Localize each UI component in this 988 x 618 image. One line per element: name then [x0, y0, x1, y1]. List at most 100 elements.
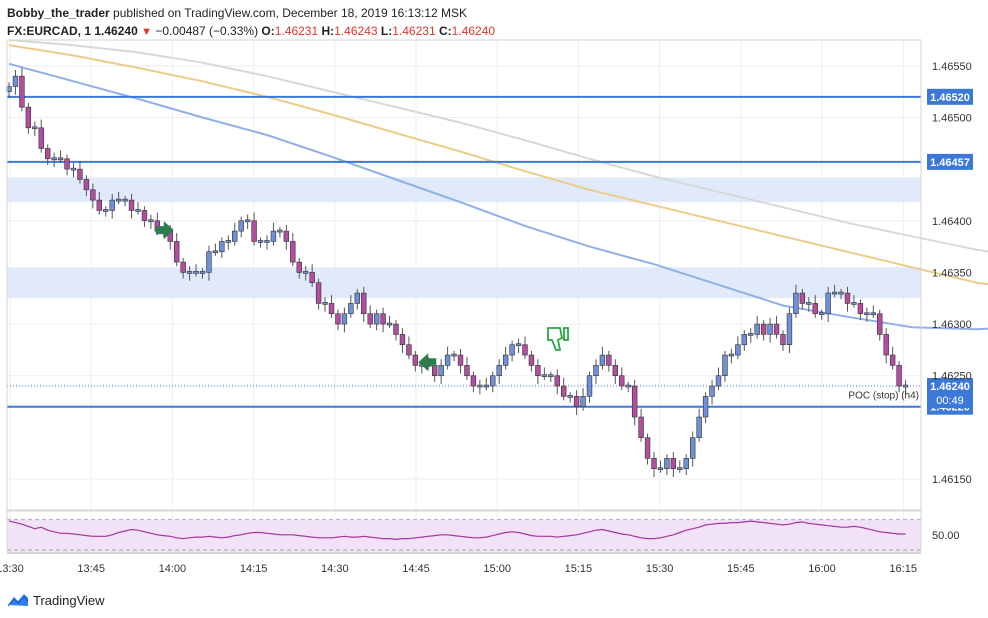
- candle-body: [393, 323, 399, 335]
- candle-body: [812, 303, 818, 315]
- published-info: published on TradingView.com, December 1…: [113, 6, 468, 20]
- candle-body: [528, 354, 535, 366]
- candle-body: [651, 458, 657, 469]
- candle-body: [38, 127, 44, 149]
- candle-body: [315, 282, 322, 304]
- candle-body: [367, 313, 373, 325]
- candle-body: [586, 375, 593, 397]
- price-tick-label: 1.46350: [932, 267, 972, 279]
- candle-body: [77, 168, 83, 180]
- candle-body: [844, 292, 851, 304]
- price-tick-label: 1.46400: [932, 216, 972, 228]
- candle-body: [896, 365, 902, 387]
- ohlc-low-key: L:: [380, 24, 393, 38]
- candle-body: [599, 354, 606, 366]
- candle-body: [464, 365, 470, 377]
- candle-body: [244, 219, 251, 223]
- ma-fast-line: [8, 62, 988, 331]
- tradingview-logo-icon: [7, 594, 29, 607]
- candle-body: [64, 158, 70, 170]
- candle-body: [490, 375, 496, 387]
- candle-body: [257, 240, 264, 243]
- level-label-box: [927, 88, 973, 105]
- candle-body: [341, 313, 348, 325]
- candle-body: [406, 344, 412, 356]
- candle-body: [567, 395, 573, 398]
- price-change: −0.00487 (−0.33%): [155, 24, 259, 38]
- ma-slow-line: [8, 39, 988, 253]
- candle-body: [754, 323, 760, 335]
- candle-body: [806, 302, 812, 305]
- candle-body: [141, 210, 148, 222]
- footer-brand[interactable]: TradingView: [33, 592, 105, 608]
- supply-demand-zones: [7, 177, 921, 299]
- level-label-box: [927, 153, 973, 170]
- candle-body: [735, 344, 741, 356]
- candle-body: [631, 385, 638, 418]
- candle-body: [838, 291, 844, 295]
- candle-body: [148, 219, 154, 223]
- ohlc-close-value: 1.46240: [451, 24, 496, 38]
- price-tick-label: 1.46500: [932, 112, 972, 124]
- candle-body: [361, 292, 367, 315]
- candle-body: [90, 189, 96, 201]
- candle-body: [573, 396, 580, 408]
- candle-body: [128, 199, 135, 211]
- rsi-pane: [7, 519, 921, 551]
- time-tick-label: 15:15: [565, 563, 593, 575]
- candle-body: [373, 313, 380, 325]
- candle-body: [335, 313, 341, 325]
- candle-body: [251, 220, 257, 242]
- candle-body: [612, 365, 619, 377]
- candle-body: [522, 344, 528, 356]
- bar-countdown-text: 00:49: [936, 395, 964, 407]
- candle-body: [103, 209, 109, 212]
- time-tick-label: 15:30: [646, 563, 674, 575]
- candle-body: [670, 458, 677, 469]
- candle-body: [354, 292, 360, 304]
- candle-body: [870, 312, 877, 316]
- time-tick-label: 14:15: [240, 563, 268, 575]
- candle-body: [174, 241, 180, 263]
- candlestick-series: [6, 67, 909, 477]
- candle-body: [864, 312, 870, 316]
- rsi-line: [8, 520, 906, 541]
- candle-body: [889, 354, 896, 366]
- candle-body: [786, 313, 793, 346]
- candle-body: [593, 365, 599, 377]
- price-zone: [7, 267, 921, 299]
- poc-annotation: POC (stop) (h4): [848, 390, 919, 401]
- candle-body: [199, 271, 206, 274]
- candle-body: [760, 323, 767, 335]
- candle-body: [541, 374, 548, 378]
- candle-body: [302, 271, 309, 274]
- candle-body: [277, 229, 283, 233]
- candle-body: [96, 199, 103, 211]
- candle-body: [509, 344, 515, 356]
- down-triangle-icon: ▼: [141, 26, 152, 38]
- last-price: 1.46240: [94, 24, 138, 38]
- candle-body: [70, 167, 77, 171]
- candle-body: [12, 75, 19, 87]
- candle-body: [322, 302, 328, 305]
- candle-body: [225, 240, 231, 243]
- candle-body: [741, 334, 748, 346]
- candle-body: [193, 271, 199, 274]
- footer: TradingView: [7, 590, 105, 610]
- publisher-name[interactable]: Bobby_the_trader: [7, 6, 110, 20]
- candle-body: [902, 384, 909, 388]
- rsi-band: [7, 519, 921, 550]
- candle-body: [554, 375, 560, 387]
- candle-body: [548, 374, 554, 378]
- candle-body: [883, 334, 889, 356]
- time-tick-label: 14:45: [402, 563, 430, 575]
- candle-body: [283, 230, 290, 242]
- candle-body: [496, 365, 502, 377]
- candle-body: [477, 384, 483, 388]
- candle-body: [677, 467, 683, 470]
- symbol-label: FX:EURCAD, 1: [7, 24, 92, 38]
- candle-body: [793, 292, 799, 315]
- candle-body: [290, 241, 296, 263]
